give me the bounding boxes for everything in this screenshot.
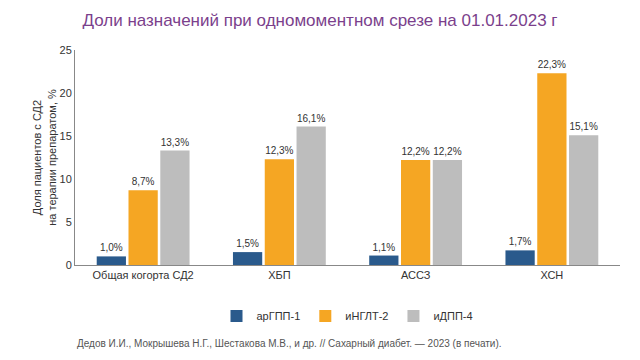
- svg-text:15,1%: 15,1%: [569, 121, 597, 132]
- svg-text:1,5%: 1,5%: [236, 238, 259, 249]
- svg-text:Дедов И.И., Мокрышева Н.Г., Ше: Дедов И.И., Мокрышева Н.Г., Шестакова М.…: [77, 338, 502, 349]
- svg-text:1,1%: 1,1%: [372, 242, 395, 253]
- svg-text:25: 25: [60, 44, 72, 56]
- svg-text:Доли назначений при одномомент: Доли назначений при одномоментном срезе …: [82, 11, 557, 30]
- svg-text:16,1%: 16,1%: [297, 113, 325, 124]
- svg-text:5: 5: [66, 216, 72, 228]
- svg-text:иНГЛТ-2: иНГЛТ-2: [345, 310, 388, 322]
- svg-text:12,3%: 12,3%: [265, 145, 293, 156]
- svg-text:1,7%: 1,7%: [509, 236, 532, 247]
- svg-text:8,7%: 8,7%: [132, 176, 155, 187]
- svg-text:Общая когорта СД2: Общая когорта СД2: [93, 269, 194, 281]
- svg-text:12,2%: 12,2%: [433, 146, 461, 157]
- svg-text:15: 15: [60, 130, 72, 142]
- svg-text:иДПП-4: иДПП-4: [433, 310, 472, 322]
- svg-text:АССЗ: АССЗ: [401, 269, 431, 281]
- svg-text:1,0%: 1,0%: [100, 242, 123, 253]
- svg-text:арГПП-1: арГПП-1: [257, 310, 301, 322]
- svg-text:10: 10: [60, 173, 72, 185]
- svg-text:22,3%: 22,3%: [538, 59, 566, 70]
- svg-text:12,2%: 12,2%: [401, 146, 429, 157]
- svg-text:0: 0: [66, 259, 72, 271]
- svg-text:ХБП: ХБП: [268, 269, 291, 281]
- svg-text:20: 20: [60, 87, 72, 99]
- svg-text:ХСН: ХСН: [540, 269, 563, 281]
- svg-text:13,3%: 13,3%: [161, 137, 189, 148]
- svg-text:Доля пациентов с СД2на терапии: Доля пациентов с СД2на терапии препарато…: [31, 89, 57, 226]
